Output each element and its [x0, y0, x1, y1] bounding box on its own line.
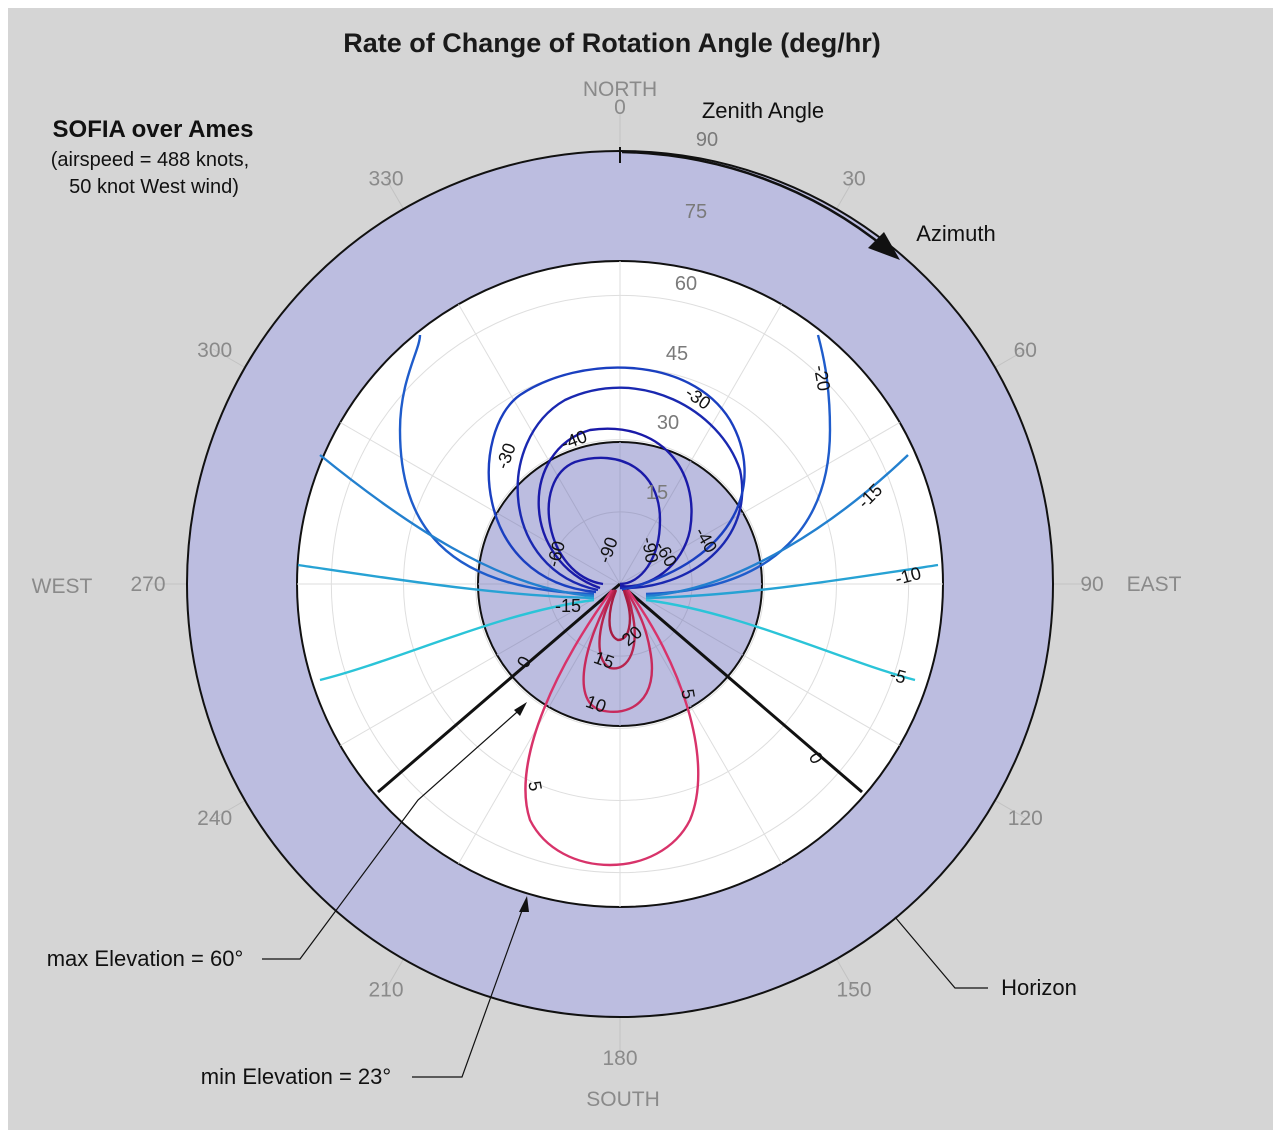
azimuth-arrow-arc	[621, 150, 889, 251]
contour-label: 5	[677, 687, 698, 700]
radial-gridline	[478, 583, 621, 726]
max-elevation-annotation: max Elevation = 60°	[47, 946, 244, 971]
radial-gridline	[619, 583, 762, 726]
contour-line	[645, 334, 832, 596]
azimuth-tick-label: 210	[368, 978, 403, 1001]
horizon-leader	[894, 916, 988, 989]
contour-line	[487, 366, 746, 594]
contour-line	[598, 589, 636, 670]
azimuth-tick-labels: 0 30 60 90 120 150 180 210 240 270 300 330	[130, 96, 1103, 1070]
min-elevation-annotation: min Elevation = 23°	[201, 1064, 391, 1089]
contour-line	[319, 598, 595, 682]
azimuth-limit-240	[377, 582, 621, 794]
chart-subtitle-line-2: 50 knot West wind)	[69, 176, 239, 198]
contour-lines	[297, 334, 939, 867]
contour-label: -90	[638, 535, 662, 564]
zenith-tick-label: 15	[646, 482, 668, 504]
radial-gridline	[619, 442, 762, 585]
contour-line	[398, 334, 595, 596]
zenith-tick-labels: 15 30 45 60 75 90	[646, 129, 718, 504]
zenith-tick-label: 75	[685, 201, 707, 223]
azimuth-tick-label: 120	[1008, 807, 1043, 830]
azimuth-annotation: Azimuth	[916, 221, 995, 246]
contour-line	[645, 454, 909, 598]
azimuth-tick-label: 90	[1080, 573, 1103, 596]
min-elevation-arrow-icon	[519, 896, 529, 912]
zenith-tick-label: 90	[696, 129, 718, 151]
compass-south: SOUTH	[586, 1088, 660, 1111]
max-elevation-arrow-icon	[514, 702, 527, 716]
chart-subtitle-line-1: (airspeed = 488 knots,	[51, 149, 249, 171]
zenith-tick-label: 45	[666, 343, 688, 365]
contour-label: -15	[555, 596, 581, 616]
radial-gridline	[478, 583, 621, 726]
min-elevation-leader	[412, 904, 525, 1078]
azimuth-arrow-head-icon	[868, 232, 900, 260]
contour-line	[645, 563, 939, 600]
zenith-angle-annotation: Zenith Angle	[702, 98, 824, 123]
azimuth-limit-120	[619, 582, 863, 794]
radial-gridline	[478, 442, 621, 585]
azimuth-tick-label: 0	[614, 96, 626, 119]
compass-north: NORTH	[583, 78, 657, 101]
compass-west: WEST	[32, 575, 93, 598]
max-elevation-leader	[262, 704, 526, 960]
azimuth-tick-label: 60	[1014, 339, 1037, 362]
contour-line	[645, 598, 916, 682]
azimuth-tick-label: 270	[130, 573, 165, 596]
compass-east: EAST	[1127, 573, 1182, 596]
azimuth-tick-label: 330	[368, 168, 403, 191]
contour-line	[297, 563, 595, 600]
contour-line	[582, 589, 653, 713]
contour-label: -5	[888, 664, 909, 687]
contour-label: -20	[810, 363, 834, 392]
horizon-annotation: Horizon	[1001, 975, 1077, 1000]
zenith-tick-label: 30	[657, 412, 679, 434]
azimuth-tick-label: 30	[842, 168, 865, 191]
chart-title: Rate of Change of Rotation Angle (deg/hr…	[343, 28, 880, 58]
azimuth-tick-label: 150	[836, 978, 871, 1001]
contour-label: 5	[524, 779, 545, 792]
contour-line	[608, 589, 632, 642]
chart-subtitle: SOFIA over Ames	[53, 116, 254, 143]
azimuth-tick-label: 300	[197, 339, 232, 362]
contour-line	[524, 589, 700, 867]
azimuth-tick-label: 240	[197, 807, 232, 830]
radial-gridline	[619, 583, 762, 726]
radial-gridline	[619, 442, 762, 585]
contour-line	[547, 456, 662, 586]
contour-line	[516, 386, 744, 592]
azimuth-tick-label: 180	[602, 1047, 637, 1070]
contour-line	[537, 427, 693, 590]
contour-line	[319, 454, 595, 598]
zenith-tick-label: 60	[675, 273, 697, 295]
